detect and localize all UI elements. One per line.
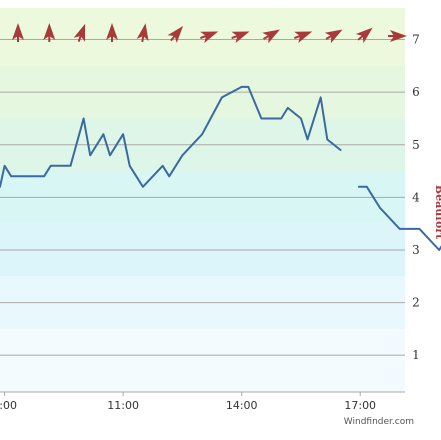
beaufort-bands: [0, 8, 405, 392]
wind-arrow-icon: [388, 30, 407, 42]
wind-arrow-icon: [167, 26, 184, 43]
x-tick-label-11:00: 11:00: [107, 399, 139, 412]
wind-arrow-head: [200, 31, 219, 44]
wind-arrow-head: [324, 29, 343, 44]
wind-arrow-head: [136, 23, 149, 41]
wind-arrow-tail: [170, 35, 176, 42]
wind-arrow-tail: [357, 35, 364, 41]
gridlines: [0, 39, 405, 393]
wind-arrow-icon: [73, 23, 86, 42]
x-tick-label-8:00: 8:00: [0, 399, 17, 412]
y-tick-label-7: 7: [412, 33, 420, 47]
y-tick-label-2: 2: [412, 296, 420, 310]
x-axis-ticks: 8:00 11:00 14:00 17:00: [0, 392, 376, 412]
y-tick-label-4: 4: [412, 190, 420, 204]
wind-arrow-head: [294, 31, 313, 44]
wind-arrow-head: [106, 23, 118, 40]
wind-arrow-icon: [43, 23, 56, 42]
wind-arrow-tail: [325, 35, 332, 40]
y-tick-label-6: 6: [412, 85, 420, 99]
wind-arrow-tail: [263, 35, 270, 40]
wind-arrow-icon: [294, 31, 313, 44]
wind-arrow-head: [390, 30, 407, 42]
wind-speed-line: [0, 85, 441, 251]
y-axis-title: Beaufort: [433, 185, 441, 240]
wind-arrow-tail: [231, 35, 238, 39]
wind-arrow-head: [231, 31, 250, 44]
wind-arrow-tail: [77, 35, 82, 42]
wind-arrow-head: [262, 29, 280, 44]
wind-arrow-icon: [136, 23, 149, 43]
wind-arrow-head: [43, 23, 56, 40]
beaufort-band-1: [0, 328, 405, 392]
wind-arrow-icon: [200, 31, 219, 44]
x-tick-label-14:00: 14:00: [226, 399, 258, 412]
wind-arrow-icon: [106, 23, 118, 42]
wind-arrow-icon: [12, 23, 24, 42]
wind-arrow-icon: [231, 31, 250, 44]
wind-arrow-head: [355, 27, 373, 44]
x-tick-label-17:00: 17:00: [344, 399, 376, 412]
wind-arrow-head: [12, 23, 24, 40]
wind-arrow-tail: [294, 35, 301, 39]
y-tick-label-5: 5: [412, 138, 420, 152]
wind-arrow-head: [167, 26, 184, 43]
wind-arrow-icon: [262, 29, 280, 44]
wind-arrow-icon: [355, 27, 373, 44]
wind-direction-arrows: [12, 23, 407, 44]
credit-text: Windfinder.com: [344, 417, 414, 427]
wind-arrow-icon: [324, 29, 343, 44]
y-axis-ticks: 1 2 3 4 5 6 7: [412, 33, 420, 363]
y-tick-label-1: 1: [412, 348, 420, 362]
wind-arrow-tail: [200, 35, 207, 39]
wind-arrow-tail: [141, 35, 145, 43]
wind-arrow-head: [73, 23, 86, 42]
y-tick-label-3: 3: [412, 243, 420, 257]
